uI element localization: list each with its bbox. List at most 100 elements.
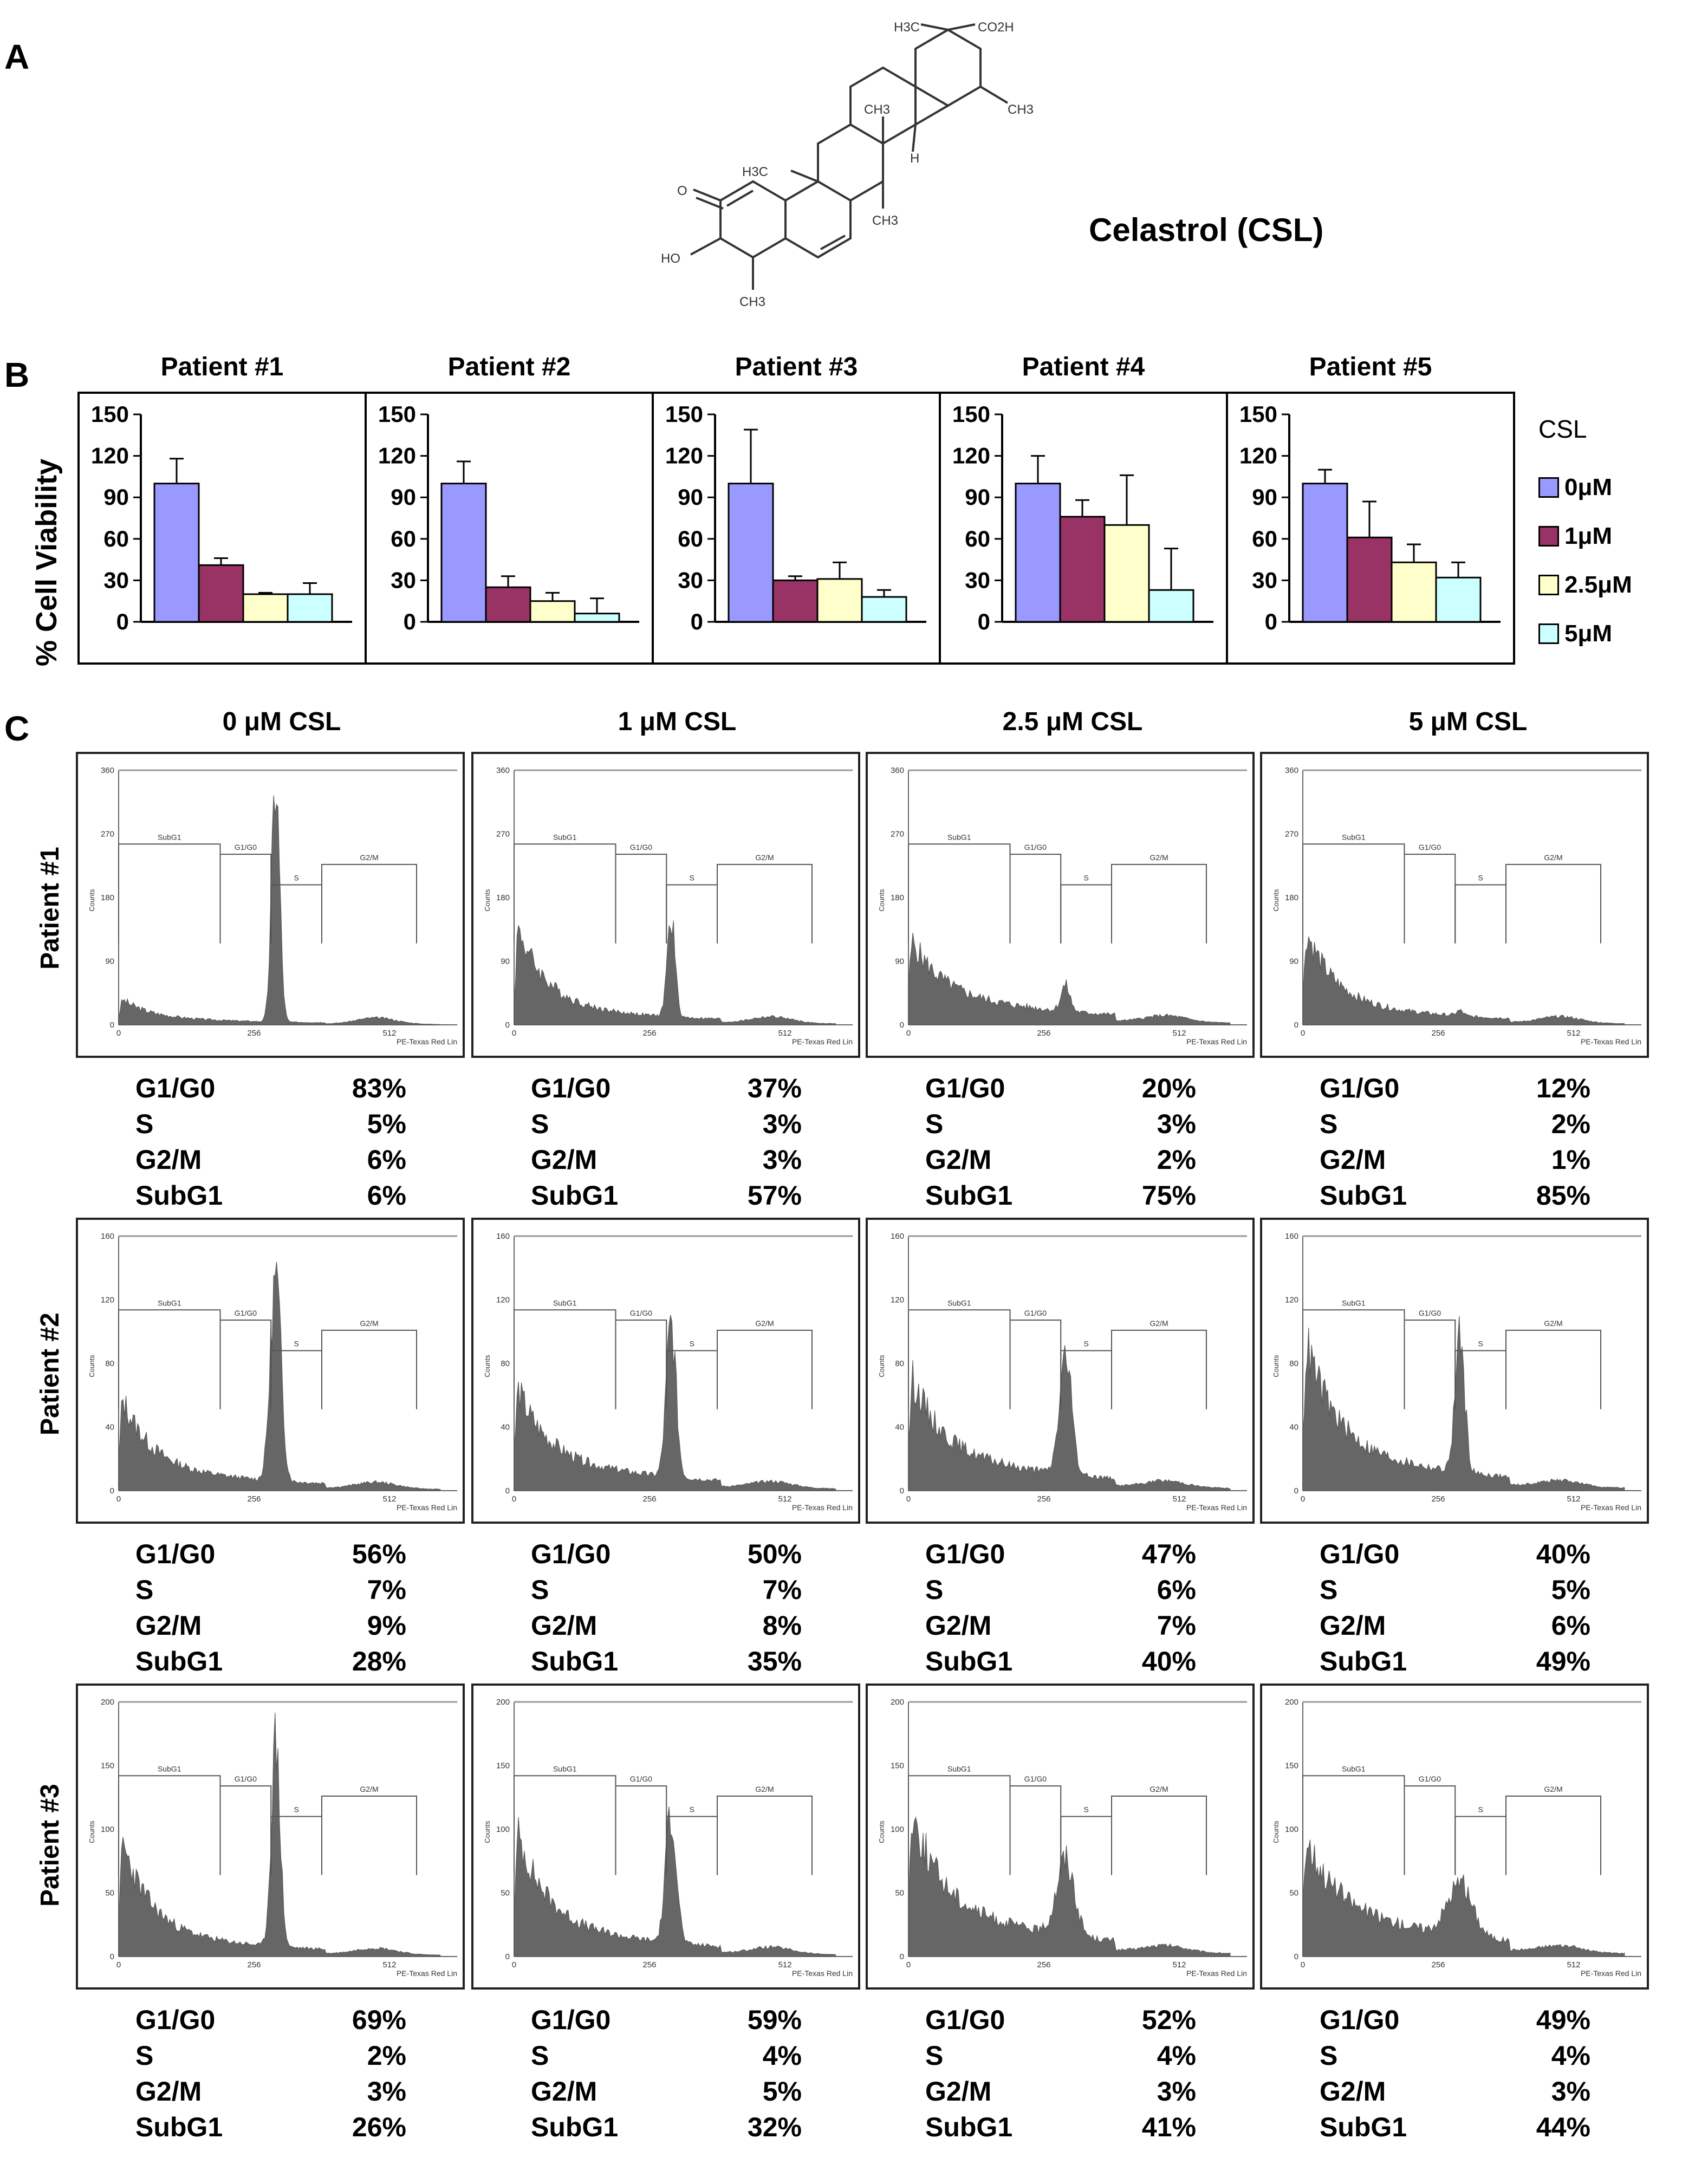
bar-y-tick-label: 150: [1239, 401, 1277, 427]
bar-y-tick-label: 0: [116, 609, 129, 634]
gate-subg1: [514, 1775, 616, 1875]
histogram-distribution: [118, 795, 441, 1025]
gate-label: S: [294, 874, 298, 882]
histogram-y-tick-label: 200: [1285, 1698, 1298, 1707]
stat-percent: 2%: [1551, 1109, 1590, 1139]
stat-row: G2/M 2%: [925, 1144, 1196, 1180]
gate-label: G1/G0: [235, 1774, 257, 1783]
histogram-y-tick-label: 180: [891, 893, 904, 902]
gate-subg1: [118, 1775, 221, 1875]
gate-g1-g0: [219, 854, 272, 944]
histogram-y-tick-label: 100: [891, 1825, 904, 1834]
mol-label-h: H: [910, 151, 919, 166]
stat-row: SubG1 85%: [1320, 1180, 1590, 1216]
histogram-distribution: [908, 1345, 1231, 1491]
stat-row: SubG1 26%: [135, 2111, 406, 2147]
stat-phase: G2/M: [1320, 1610, 1386, 1641]
gate-g1-g0: [1009, 1320, 1062, 1409]
stat-row: S 2%: [135, 2040, 406, 2076]
stat-row: G2/M 3%: [925, 2076, 1196, 2111]
gate-label: G1/G0: [1419, 1774, 1441, 1783]
histogram-distribution: [1302, 1839, 1625, 1957]
histogram-y-tick-label: 50: [105, 1889, 114, 1898]
bar-y-tick-label: 30: [678, 567, 703, 593]
bar-3: [861, 596, 907, 623]
stat-row: G1/G0 52%: [925, 2004, 1196, 2040]
histogram-y-tick-label: 150: [1285, 1761, 1298, 1771]
panel-letter-b: B: [4, 355, 30, 394]
histogram-x-tick-label: 256: [642, 1960, 656, 1969]
histogram-panel: 200 150 100 50 0 Counts 0 256 512 PE-Texas Red Li…: [1260, 1683, 1649, 1990]
bar-3: [1148, 589, 1194, 623]
stat-phase: G1/G0: [1320, 1073, 1400, 1103]
stat-percent: 7%: [367, 1575, 406, 1605]
histogram-ylabel: Counts: [483, 1355, 491, 1377]
column-header-1um: 1 μM CSL: [618, 707, 737, 736]
stat-percent: 4%: [762, 2040, 802, 2071]
stat-phase: G2/M: [135, 2076, 202, 2107]
bar-y-tick-label: 30: [965, 567, 990, 593]
histogram-y-tick-label: 360: [1285, 766, 1298, 775]
histogram-ylabel: Counts: [483, 1821, 491, 1843]
histogram-y-tick-label: 80: [501, 1359, 510, 1368]
histogram-ylabel: Counts: [1272, 1821, 1280, 1843]
stat-percent: 2%: [367, 2040, 406, 2071]
stat-phase: S: [135, 1575, 154, 1605]
gate-g2-m: [321, 1795, 417, 1875]
stat-phase: S: [1320, 1575, 1338, 1605]
bar-y-tick-label: 90: [391, 484, 416, 510]
stat-row: G1/G0 69%: [135, 2004, 406, 2040]
histogram-x-tick-label: 0: [1301, 1960, 1305, 1969]
gate-label: G1/G0: [235, 1309, 257, 1317]
stat-phase: SubG1: [531, 2112, 619, 2142]
gate-label: SubG1: [158, 1764, 181, 1773]
stat-phase: S: [135, 2040, 154, 2071]
legend-item-0um: 0μM: [1538, 463, 1632, 512]
histogram-xlabel: PE-Texas Red Lin: [1186, 1037, 1247, 1046]
gate-g2-m: [1111, 1329, 1207, 1409]
stat-phase: SubG1: [925, 1180, 1013, 1211]
histogram-xlabel: PE-Texas Red Lin: [1581, 1037, 1641, 1046]
mol-label-h3c-top: H3C: [894, 22, 920, 35]
bar-2: [1103, 524, 1150, 623]
viability-bar-charts: 1501209060300150120906030015012090603001…: [77, 392, 1515, 665]
gate-label: S: [689, 1340, 694, 1348]
bar-chart-4: 150 120 90 60 30 0: [939, 392, 1228, 665]
cell-cycle-stats: G1/G0 59% S 4% G2/M 5% SubG1 32%: [531, 2004, 802, 2147]
stat-row: G1/G0 50%: [531, 1538, 802, 1574]
stat-phase: G2/M: [1320, 1145, 1386, 1175]
cell-cycle-stats: G1/G0 37% S 3% G2/M 3% SubG1 57%: [531, 1072, 802, 1216]
gate-label: SubG1: [553, 1298, 577, 1307]
bar-y-tick-label: 120: [665, 443, 703, 469]
histogram-y-tick-label: 100: [101, 1825, 114, 1834]
bar-y-tick-label: 60: [678, 526, 703, 551]
histogram-xlabel: PE-Texas Red Lin: [1581, 1503, 1641, 1512]
stat-row: G2/M 1%: [1320, 1144, 1590, 1180]
histogram-x-tick-label: 0: [512, 1960, 516, 1969]
stat-percent: 6%: [367, 1180, 406, 1211]
stat-row: SubG1 6%: [135, 1180, 406, 1216]
legend-swatch-2-5um: [1538, 575, 1559, 595]
stat-row: S 3%: [531, 1108, 802, 1144]
row-header-patient-1: Patient #1: [36, 847, 64, 970]
gate-label: G1/G0: [235, 843, 257, 851]
stat-percent: 6%: [1551, 1610, 1590, 1641]
gate-g1-g0: [615, 1785, 667, 1875]
histogram-x-tick-label: 512: [778, 1029, 791, 1038]
stat-phase: G2/M: [925, 1610, 992, 1641]
bar-chart-1: 150 120 90 60 30 0: [77, 392, 367, 665]
bar-y-tick-label: 150: [665, 401, 703, 427]
cell-cycle-stats: G1/G0 47% S 6% G2/M 7% SubG1 40%: [925, 1538, 1196, 1681]
stat-phase: G2/M: [531, 2076, 598, 2107]
bar-0: [440, 483, 487, 623]
stat-percent: 56%: [352, 1539, 406, 1569]
gate-subg1: [118, 1309, 221, 1409]
bar-y-tick-label: 120: [1239, 443, 1277, 469]
stat-percent: 49%: [1536, 2005, 1590, 2035]
histogram-distribution: [908, 933, 1231, 1025]
stat-row: G1/G0 12%: [1320, 1072, 1590, 1108]
